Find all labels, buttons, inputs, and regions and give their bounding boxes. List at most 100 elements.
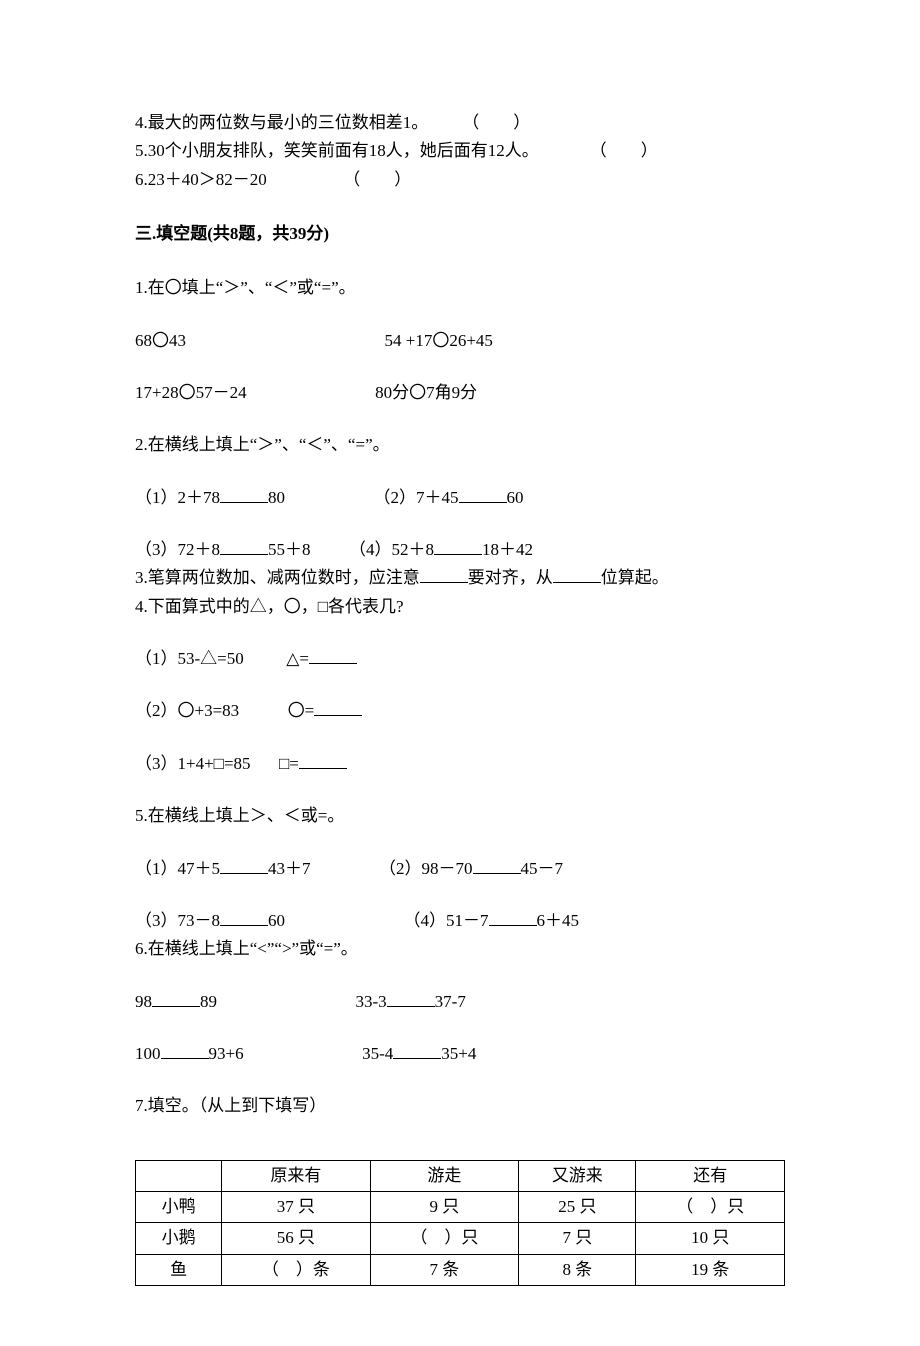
th-4: 还有 bbox=[636, 1160, 785, 1191]
q5-p2a: （2）98－70 bbox=[379, 859, 473, 878]
q4-p1: （1）53-△=50 △= bbox=[135, 646, 785, 672]
q7-table: 原来有 游走 又游来 还有 小鸭 37 只 9 只 25 只 （ ）只 小鹅 5… bbox=[135, 1160, 785, 1286]
blank bbox=[220, 909, 268, 926]
q6-title: 6.在横线上填上“<”“>”或“=”。 bbox=[135, 936, 785, 962]
blank bbox=[420, 566, 468, 583]
q6-r1d: 37-7 bbox=[435, 992, 466, 1011]
q3-prefix: 3.笔算两位数加、减两位数时，应注意 bbox=[135, 568, 420, 587]
q4-p3a: （3）1+4+□=85 bbox=[135, 754, 251, 773]
q5-p1b: 43＋7 bbox=[268, 859, 311, 878]
q6-r1a: 98 bbox=[135, 992, 152, 1011]
blank bbox=[299, 752, 347, 769]
blank bbox=[220, 486, 268, 503]
cell: 9 只 bbox=[370, 1191, 519, 1222]
q5-row1: （1）47＋5 43＋7 （2）98－70 45－7 bbox=[135, 856, 785, 882]
q4-p1b: △= bbox=[286, 649, 309, 668]
table-row: 鱼 （ ）条 7 条 8 条 19 条 bbox=[136, 1254, 785, 1285]
q6-row1: 98 89 33-3 37-7 bbox=[135, 989, 785, 1015]
cell: （ ）条 bbox=[222, 1254, 371, 1285]
blank bbox=[434, 538, 482, 555]
tf-q5: 5.30个小朋友排队，笑笑前面有18人，她后面有12人。 （ ） bbox=[135, 138, 785, 164]
blank bbox=[489, 909, 537, 926]
blank bbox=[220, 538, 268, 555]
blank bbox=[387, 990, 435, 1007]
q2-p4a: （4）52＋8 bbox=[349, 540, 434, 559]
table-row: 小鸭 37 只 9 只 25 只 （ ）只 bbox=[136, 1191, 785, 1222]
q5-p3a: （3）73－8 bbox=[135, 911, 220, 930]
th-3: 又游来 bbox=[519, 1160, 636, 1191]
q1-row1: 68〇43 54 +17〇26+45 bbox=[135, 328, 785, 354]
cell: （ ）只 bbox=[636, 1191, 785, 1222]
q2-row1: （1）2＋78 80 （2）7＋45 60 bbox=[135, 485, 785, 511]
q4-p2: （2）〇+3=83 〇= bbox=[135, 698, 785, 724]
q6-r1c: 33-3 bbox=[356, 992, 387, 1011]
q1-row2a: 17+28〇57－24 bbox=[135, 383, 247, 402]
q2-p4b: 18＋42 bbox=[482, 540, 533, 559]
blank bbox=[553, 566, 601, 583]
cell: 小鸭 bbox=[136, 1191, 222, 1222]
q5-p1a: （1）47＋5 bbox=[135, 859, 220, 878]
table-row: 小鹅 56 只 （ ）只 7 只 10 只 bbox=[136, 1223, 785, 1254]
blank bbox=[161, 1042, 209, 1059]
cell: （ ）只 bbox=[370, 1223, 519, 1254]
q5-p4a: （4）51－7 bbox=[404, 911, 489, 930]
cell: 7 条 bbox=[370, 1254, 519, 1285]
section3-header: 三.填空题(共8题，共39分) bbox=[135, 221, 785, 247]
cell: 8 条 bbox=[519, 1254, 636, 1285]
cell: 25 只 bbox=[519, 1191, 636, 1222]
cell: 7 只 bbox=[519, 1223, 636, 1254]
q2-p1a: （1）2＋78 bbox=[135, 488, 220, 507]
q2-p1b: 80 bbox=[268, 488, 285, 507]
blank bbox=[459, 486, 507, 503]
q4-p3: （3）1+4+□=85 □= bbox=[135, 751, 785, 777]
q4-p1a: （1）53-△=50 bbox=[135, 649, 244, 668]
q6-r2d: 35+4 bbox=[441, 1044, 476, 1063]
q2-p2a: （2）7＋45 bbox=[374, 488, 459, 507]
blank bbox=[152, 990, 200, 1007]
cell: 鱼 bbox=[136, 1254, 222, 1285]
q2-p3a: （3）72＋8 bbox=[135, 540, 220, 559]
blank bbox=[314, 699, 362, 716]
th-2: 游走 bbox=[370, 1160, 519, 1191]
q1-title: 1.在〇填上“＞”、“＜”或“=”。 bbox=[135, 275, 785, 301]
q6-row2: 100 93+6 35-4 35+4 bbox=[135, 1041, 785, 1067]
q5-p4b: 6＋45 bbox=[537, 911, 580, 930]
q5-p2b: 45－7 bbox=[521, 859, 564, 878]
cell: 小鹅 bbox=[136, 1223, 222, 1254]
q1-row1b: 54 +17〇26+45 bbox=[385, 331, 493, 350]
q5-title: 5.在横线上填上＞、＜或=。 bbox=[135, 803, 785, 829]
blank bbox=[309, 647, 357, 664]
q2-p2b: 60 bbox=[507, 488, 524, 507]
tf-q6: 6.23＋40＞82－20 （ ） bbox=[135, 167, 785, 193]
q2-p3b: 55＋8 bbox=[268, 540, 311, 559]
table-header-row: 原来有 游走 又游来 还有 bbox=[136, 1160, 785, 1191]
blank bbox=[393, 1042, 441, 1059]
blank bbox=[220, 857, 268, 874]
q6-r2a: 100 bbox=[135, 1044, 161, 1063]
q3-suffix: 位算起。 bbox=[601, 568, 669, 587]
tf-q4: 4.最大的两位数与最小的三位数相差1。 （ ） bbox=[135, 110, 785, 136]
th-1: 原来有 bbox=[222, 1160, 371, 1191]
q2-title: 2.在横线上填上“＞”、“＜”、“=”。 bbox=[135, 432, 785, 458]
q2-row2: （3）72＋8 55＋8 （4）52＋8 18＋42 bbox=[135, 537, 785, 563]
q3-mid: 要对齐，从 bbox=[468, 568, 553, 587]
q1-row1a: 68〇43 bbox=[135, 331, 186, 350]
th-0 bbox=[136, 1160, 222, 1191]
q4-p2a: （2）〇+3=83 bbox=[135, 701, 239, 720]
q6-r1b: 89 bbox=[200, 992, 217, 1011]
cell: 56 只 bbox=[222, 1223, 371, 1254]
cell: 37 只 bbox=[222, 1191, 371, 1222]
q1-row2: 17+28〇57－24 80分〇7角9分 bbox=[135, 380, 785, 406]
q7-title: 7.填空。（从上到下填写） bbox=[135, 1093, 785, 1119]
q5-row2: （3）73－8 60 （4）51－7 6＋45 bbox=[135, 908, 785, 934]
q5-p3b: 60 bbox=[268, 911, 285, 930]
q4-p2b: 〇= bbox=[288, 701, 315, 720]
cell: 19 条 bbox=[636, 1254, 785, 1285]
q4-p3b: □= bbox=[279, 754, 299, 773]
cell: 10 只 bbox=[636, 1223, 785, 1254]
q1-row2b: 80分〇7角9分 bbox=[375, 383, 477, 402]
blank bbox=[473, 857, 521, 874]
q4-title: 4.下面算式中的△，〇，□各代表几? bbox=[135, 594, 785, 620]
q6-r2b: 93+6 bbox=[209, 1044, 244, 1063]
q6-r2c: 35-4 bbox=[362, 1044, 393, 1063]
